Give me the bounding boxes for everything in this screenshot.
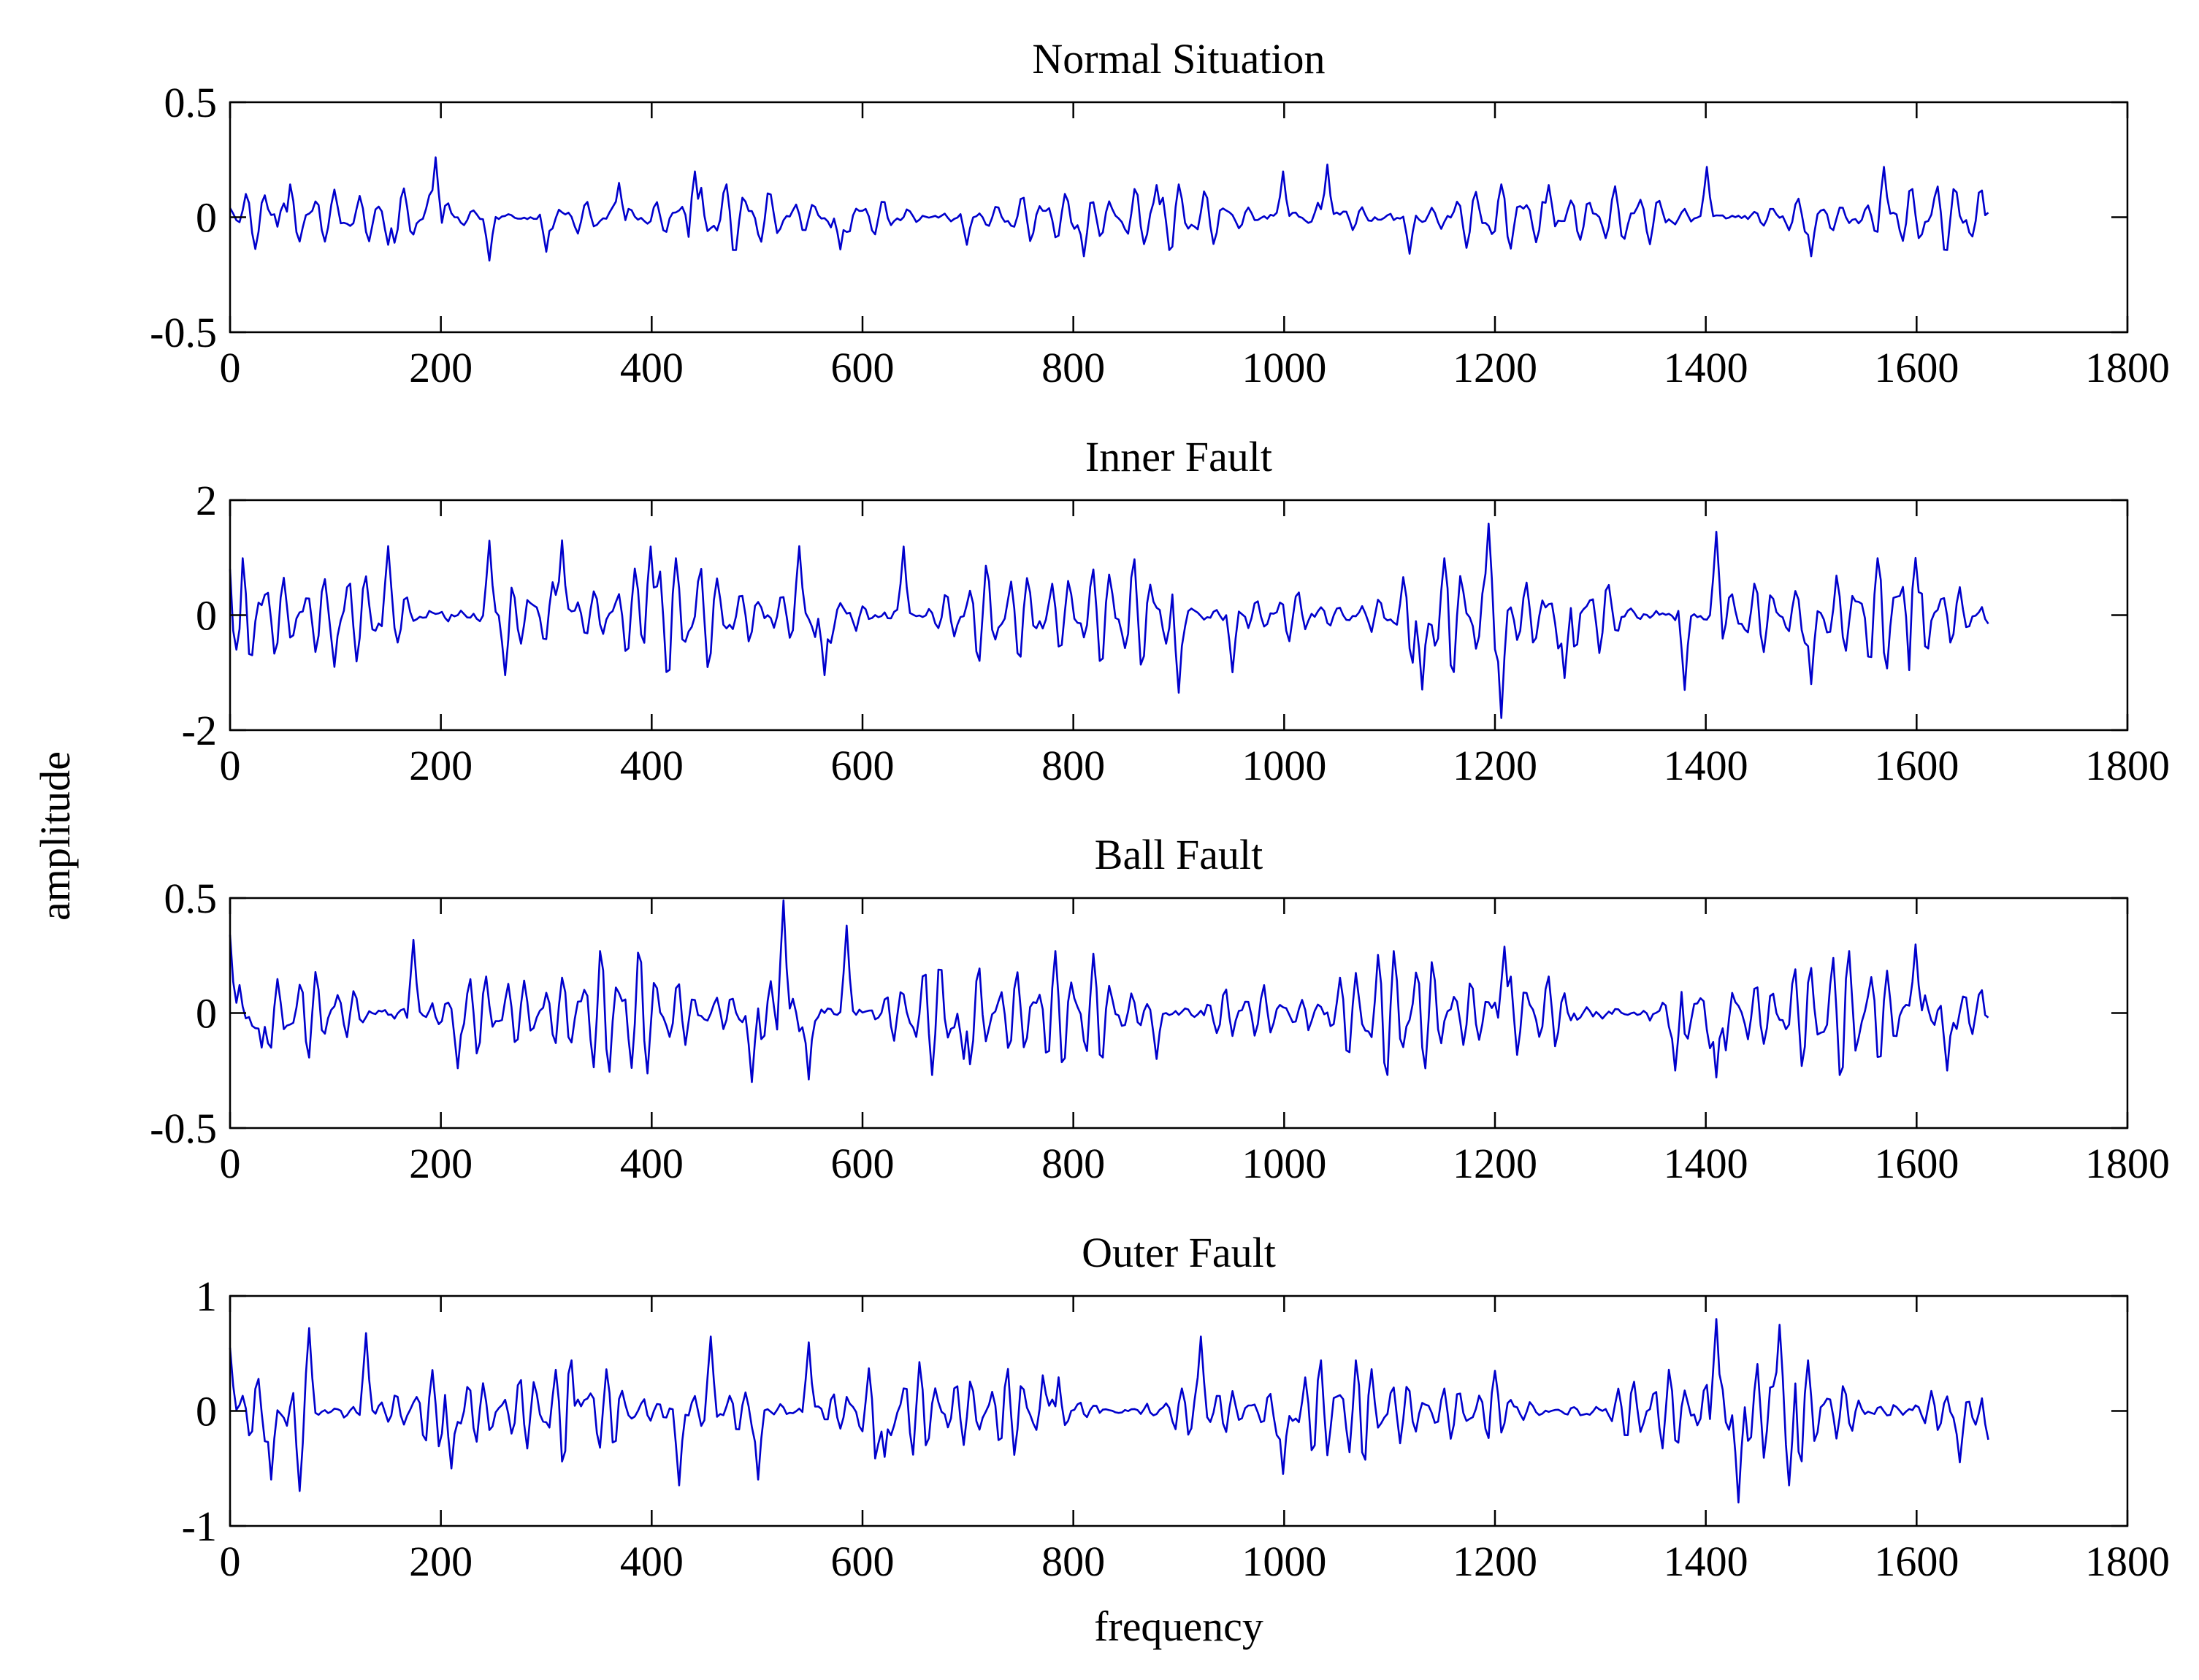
- y-tick-label: -0.5: [150, 1105, 217, 1152]
- series-line-normal-situation: [229, 156, 1989, 262]
- y-tick-label: 0: [196, 990, 217, 1037]
- y-tick-label: -2: [182, 707, 217, 754]
- y-tick-label: -0.5: [150, 309, 217, 356]
- x-tick-label: 1400: [1664, 742, 1748, 789]
- x-tick-label: 1800: [2085, 1538, 2170, 1585]
- y-tick-label: 0.5: [164, 79, 218, 126]
- x-tick-label: 0: [220, 1538, 241, 1585]
- subplot-3: Ball Fault 0 200 400 600 800 1000 1200 1400 1600 1…: [150, 831, 2170, 1187]
- x-tick-label: 1800: [2085, 1140, 2170, 1187]
- y-axis-label: amplitude: [31, 751, 79, 921]
- x-tick-label: 1000: [1242, 742, 1326, 789]
- x-tick-label: 1800: [2085, 742, 2170, 789]
- x-tick-label: 1600: [1874, 1140, 1959, 1187]
- x-tick-label: 800: [1041, 1538, 1105, 1585]
- x-tick-label: 1200: [1453, 344, 1537, 391]
- axes-frame: [229, 897, 2129, 1129]
- x-tick-label: 1600: [1874, 344, 1959, 391]
- x-tick-label: 400: [620, 344, 684, 391]
- x-tick-label: 1600: [1874, 742, 1959, 789]
- x-axis-label: frequency: [1094, 1603, 1263, 1650]
- x-tick-label: 600: [831, 1140, 895, 1187]
- x-tick-label: 1600: [1874, 1538, 1959, 1585]
- x-tick-label: 200: [409, 742, 473, 789]
- x-tick-label: 200: [409, 1538, 473, 1585]
- x-tick-label: 1000: [1242, 1538, 1326, 1585]
- subplot-title: Normal Situation: [1032, 35, 1325, 83]
- x-tick-label: 600: [831, 742, 895, 789]
- subplot-title: Inner Fault: [1085, 433, 1272, 480]
- x-tick-label: 400: [620, 1538, 684, 1585]
- subplot-title: Ball Fault: [1095, 831, 1263, 878]
- x-tick-label: 600: [831, 1538, 895, 1585]
- y-tick-label: 2: [196, 477, 217, 524]
- x-tick-label: 1400: [1664, 344, 1748, 391]
- x-tick-label: 800: [1041, 742, 1105, 789]
- x-tick-label: 0: [220, 344, 241, 391]
- x-tick-label: 400: [620, 1140, 684, 1187]
- axes-frame: [229, 499, 2129, 732]
- subplot-title: Outer Fault: [1082, 1229, 1276, 1276]
- x-tick-label: 1000: [1242, 344, 1326, 391]
- series-line-ball-fault: [229, 899, 1989, 1083]
- y-tick-label: 0: [196, 1388, 217, 1435]
- x-tick-label: 1200: [1453, 1538, 1537, 1585]
- y-tick-label: 0: [196, 194, 217, 242]
- x-tick-label: 1800: [2085, 344, 2170, 391]
- x-tick-label: 200: [409, 1140, 473, 1187]
- subplot-1: Normal Situation 0 200 400 600 800 1000 1200 140…: [150, 35, 2170, 391]
- subplot-4: Outer Fault 0 200 400 600 800 1000 1200 1400 1600…: [182, 1229, 2170, 1585]
- y-tick-label: 0.5: [164, 875, 218, 922]
- x-tick-label: 800: [1041, 344, 1105, 391]
- series-line-inner-fault: [229, 522, 1989, 719]
- x-tick-label: 1200: [1453, 1140, 1537, 1187]
- x-tick-label: 400: [620, 742, 684, 789]
- y-tick-label: -1: [182, 1503, 217, 1550]
- y-tick-label: 1: [196, 1273, 217, 1320]
- x-tick-label: 1400: [1664, 1538, 1748, 1585]
- y-tick-label: 0: [196, 592, 217, 640]
- subplot-2: Inner Fault 0 200 400 600 800 1000 1200 1400 1600…: [182, 433, 2170, 789]
- series-line-outer-fault: [229, 1318, 1989, 1504]
- x-tick-label: 1000: [1242, 1140, 1326, 1187]
- x-tick-label: 1200: [1453, 742, 1537, 789]
- x-tick-label: 600: [831, 344, 895, 391]
- x-tick-label: 1400: [1664, 1140, 1748, 1187]
- x-tick-label: 800: [1041, 1140, 1105, 1187]
- x-tick-label: 200: [409, 344, 473, 391]
- x-tick-label: 0: [220, 742, 241, 789]
- x-tick-label: 0: [220, 1140, 241, 1187]
